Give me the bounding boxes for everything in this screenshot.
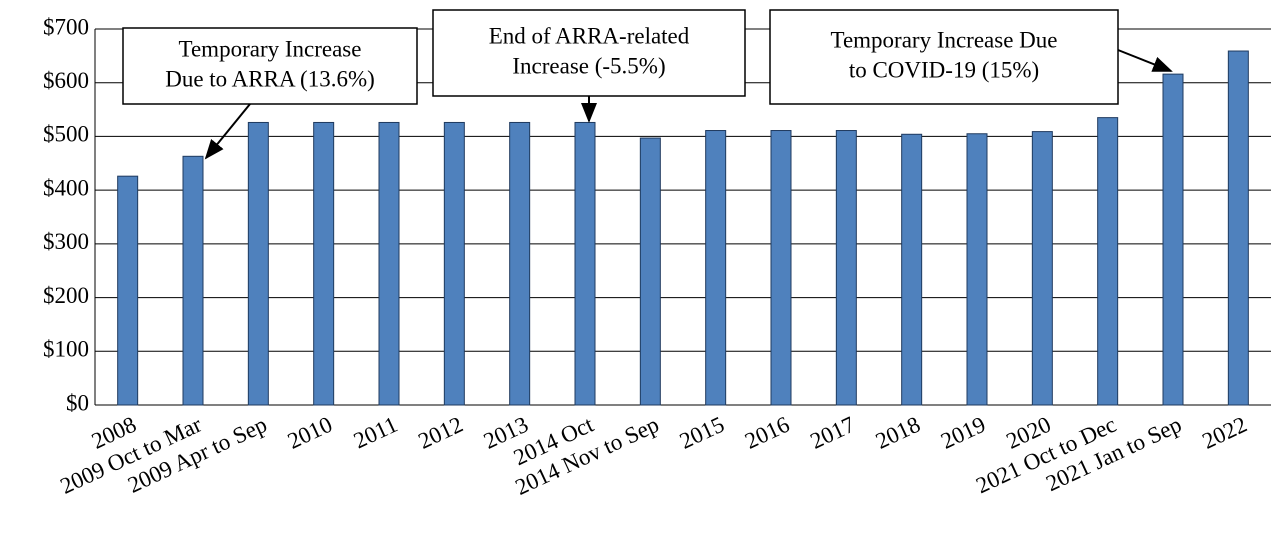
y-tick-label: $700 — [43, 14, 89, 39]
bar — [117, 175, 139, 406]
y-tick-label: $200 — [43, 283, 89, 308]
bar — [509, 121, 531, 406]
y-tick-label: $500 — [43, 122, 89, 147]
bar — [378, 121, 400, 406]
x-tick-label: 2019 — [937, 412, 989, 454]
y-tick-label: $400 — [43, 175, 89, 200]
x-tick-label: 2010 — [284, 412, 336, 454]
annotation-text: to COVID-19 (15%) — [849, 57, 1039, 82]
x-tick-label: 2017 — [806, 412, 858, 454]
bar — [835, 130, 857, 406]
bar — [1097, 117, 1119, 406]
bar — [966, 133, 988, 406]
bar — [770, 130, 792, 406]
annotation-text: Increase (-5.5%) — [512, 53, 665, 78]
annotation-text: Temporary Increase Due — [831, 27, 1058, 52]
bar — [705, 130, 727, 406]
bar — [247, 121, 269, 406]
annotation-arrow — [204, 103, 251, 160]
x-tick-label: 2015 — [676, 412, 728, 454]
bar — [639, 137, 661, 406]
x-tick-label: 2018 — [872, 412, 924, 454]
x-tick-label: 2011 — [350, 412, 401, 454]
bar — [1031, 131, 1053, 406]
bar — [1162, 73, 1184, 406]
annotation-box — [769, 9, 1119, 105]
x-tick-label: 2012 — [414, 412, 466, 454]
annotation-box — [122, 27, 418, 105]
annotation-arrow — [1117, 49, 1173, 72]
y-tick-label: $100 — [43, 337, 89, 362]
bar — [901, 133, 923, 406]
y-tick-label: $0 — [66, 390, 89, 415]
y-tick-label: $300 — [43, 229, 89, 254]
bar — [574, 121, 596, 406]
x-tick-label: 2022 — [1198, 412, 1250, 454]
annotation-text: End of ARRA-related — [489, 23, 690, 48]
annotation-text: Temporary Increase — [179, 36, 362, 61]
x-tick-label: 2016 — [741, 412, 793, 454]
y-tick-label: $600 — [43, 68, 89, 93]
bar — [1227, 50, 1249, 406]
bar — [443, 121, 465, 406]
annotation-box — [432, 9, 746, 97]
annotation-text: Due to ARRA (13.6%) — [165, 66, 375, 91]
bar — [313, 121, 335, 406]
bar — [182, 155, 204, 406]
